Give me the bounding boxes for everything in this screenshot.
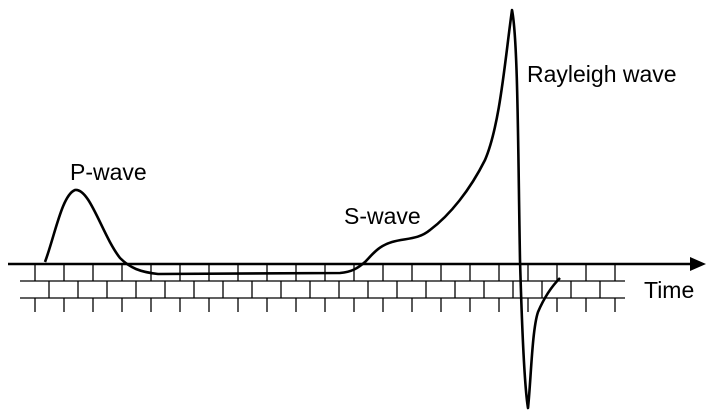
seismic-trace <box>43 8 561 410</box>
s-wave-label: S-wave <box>344 203 421 229</box>
p-wave-label: P-wave <box>70 159 147 185</box>
time-axis-arrowhead <box>690 257 706 271</box>
ground-bricks <box>20 264 625 312</box>
rayleigh-wave-label: Rayleigh wave <box>527 61 677 87</box>
time-axis-label: Time <box>644 277 694 303</box>
